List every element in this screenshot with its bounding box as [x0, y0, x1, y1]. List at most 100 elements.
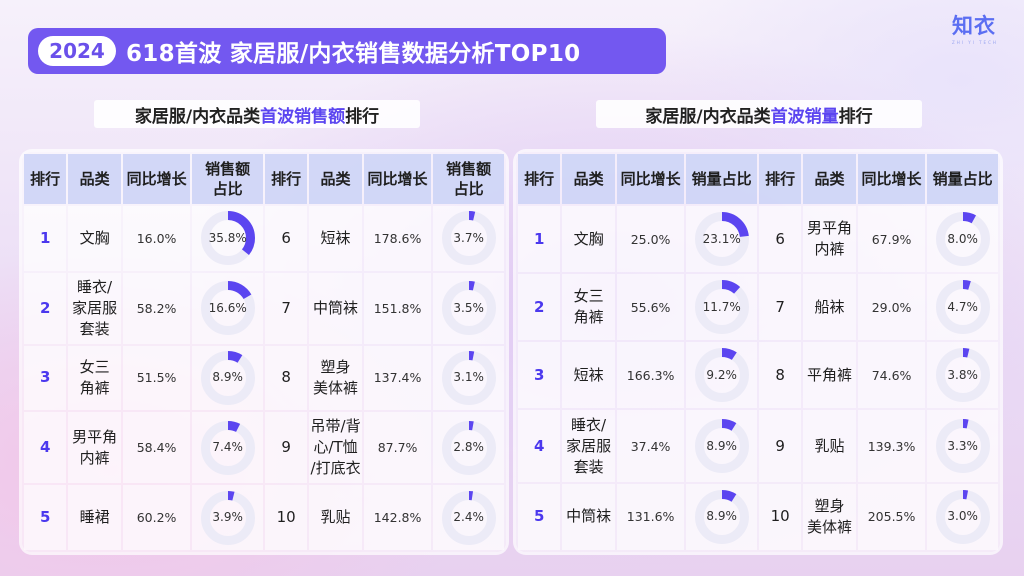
category-cell: 短袜 [309, 206, 362, 271]
category-cell: 乳贴 [803, 410, 856, 482]
category-cell: 塑身 美体裤 [309, 345, 362, 411]
volume-rank-9-donut-arc [935, 419, 990, 474]
volume-rank-7-share-label: 4.7% [947, 299, 978, 314]
rank-cell: 6 [264, 206, 308, 271]
sales-rank-5-donut: 3.9% [199, 489, 257, 547]
sales-rank-2-donut-arc [200, 281, 255, 336]
table-header-row: 排行 品类 同比增长 销量占比 排行 品类 同比增长 销量占比 [518, 154, 998, 204]
sales-rank-7-share-label: 3.5% [453, 300, 484, 315]
yoy-growth-cell: 58.4% [122, 412, 191, 483]
share-cell: 2.8% [433, 412, 504, 483]
column-header: 品类 [68, 154, 121, 204]
rank-cell: 10 [758, 483, 802, 550]
share-cell: 35.8% [192, 206, 263, 271]
volume-rank-9-donut-chart [935, 419, 990, 474]
yoy-growth-cell: 58.2% [122, 272, 191, 344]
volume-rank-5-donut-chart [694, 489, 749, 544]
rank-cell: 10 [264, 485, 308, 550]
column-header: 排行 [758, 154, 802, 204]
volume-rank-8-donut-chart [935, 348, 990, 403]
rank-cell: 4 [518, 410, 561, 482]
sales-rank-2-donut: 16.6% [199, 279, 257, 337]
table-row: 5 睡裙 60.2% 3.9% 10 乳贴 142.8% 2.4% [24, 485, 504, 550]
share-cell: 3.7% [433, 206, 504, 271]
rank-cell: 8 [264, 345, 308, 411]
sales-rank-4-donut-arc [200, 420, 255, 475]
rank-cell: 8 [758, 342, 802, 409]
sales-rank-8-share-label: 3.1% [453, 370, 484, 385]
volume-rank-1-donut: 23.1% [693, 210, 751, 268]
rank-cell: 5 [24, 485, 67, 550]
volume-rank-2-share-label: 11.7% [702, 299, 741, 314]
share-cell: 2.4% [433, 485, 504, 550]
share-cell: 8.9% [192, 345, 263, 411]
volume-rank-6-donut: 8.0% [934, 210, 992, 268]
rank-cell: 3 [24, 345, 67, 411]
volume-rank-3-donut-chart [694, 348, 749, 403]
category-cell: 睡裙 [68, 485, 121, 550]
sales-rank-3-share-label: 8.9% [212, 370, 243, 385]
volume-rank-9-donut: 3.3% [934, 417, 992, 475]
volume-rank-9-share-label: 3.3% [947, 438, 978, 453]
sales-rank-2-donut-chart [200, 281, 255, 336]
table-row: 3 短袜 166.3% 9.2% 8 平角裤 74.6% 3.8% [518, 342, 998, 409]
column-header: 销售额 占比 [192, 154, 263, 204]
volume-rank-10-donut: 3.0% [934, 488, 992, 546]
volume-table-title: 家居服/内衣品类 首波销量 排行 [596, 100, 922, 128]
share-cell: 11.7% [686, 274, 757, 341]
share-cell: 23.1% [686, 206, 757, 273]
volume-rank-4-donut-chart [694, 419, 749, 474]
sales-rank-1-share-label: 35.8% [208, 230, 247, 245]
yoy-growth-cell: 37.4% [616, 410, 685, 482]
logo-subtext: ZHI YI TECH [952, 40, 998, 45]
sales-rank-8-donut-arc [441, 350, 496, 405]
sales-rank-6-share-label: 3.7% [453, 230, 484, 245]
volume-ranking-table: 排行 品类 同比增长 销量占比 排行 品类 同比增长 销量占比 1 文胸 25.0% 23.1% 6 男平… [516, 152, 1000, 552]
volume-title-highlight: 首波销量 [770, 106, 839, 127]
volume-rank-7-donut-chart [935, 280, 990, 335]
volume-title-suffix: 排行 [838, 106, 873, 127]
title-banner: 2024 618首波 家居服/内衣销售数据分析TOP10 [28, 28, 666, 74]
table-row: 4 男平角 内裤 58.4% 7.4% 9 吊带/背 心/T恤/打底衣 87.7% 2.8% [24, 412, 504, 483]
sales-rank-7-donut-arc [441, 281, 496, 336]
yoy-growth-cell: 74.6% [857, 342, 926, 409]
category-cell: 文胸 [562, 206, 615, 273]
rank-cell: 1 [518, 206, 561, 273]
yoy-growth-cell: 151.8% [363, 272, 432, 344]
sales-rank-1-donut-arc [200, 211, 255, 266]
sales-rank-6-donut: 3.7% [440, 209, 498, 267]
table-row: 4 睡衣/家居服 套装 37.4% 8.9% 9 乳贴 139.3% 3.3% [518, 410, 998, 482]
rank-cell: 7 [264, 272, 308, 344]
rank-cell: 2 [24, 272, 67, 344]
sales-ranking-panel: 排行 品类 同比增长 销售额 占比 排行 品类 同比增长 销售额 占比 1 文胸 16.0% 35.8% 6… [22, 152, 506, 552]
sales-rank-1-donut-chart [200, 211, 255, 266]
category-cell: 中筒袜 [562, 483, 615, 550]
volume-rank-3-share-label: 9.2% [706, 367, 737, 382]
table-row: 1 文胸 16.0% 35.8% 6 短袜 178.6% 3.7% [24, 206, 504, 271]
volume-rank-10-donut-chart [935, 489, 990, 544]
table-row: 3 女三 角裤 51.5% 8.9% 8 塑身 美体裤 137.4% 3.1% [24, 345, 504, 411]
sales-rank-9-share-label: 2.8% [453, 440, 484, 455]
sales-rank-1-donut: 35.8% [199, 209, 257, 267]
rank-cell: 1 [24, 206, 67, 271]
sales-rank-10-donut-arc [441, 490, 496, 545]
sales-rank-5-share-label: 3.9% [212, 510, 243, 524]
category-cell: 文胸 [68, 206, 121, 271]
volume-rank-7-donut: 4.7% [934, 278, 992, 336]
category-cell: 乳贴 [309, 485, 362, 550]
volume-rank-4-donut: 8.9% [693, 417, 751, 475]
volume-rank-10-donut-arc [935, 489, 990, 544]
page-title: 618首波 家居服/内衣销售数据分析TOP10 [126, 41, 581, 67]
volume-ranking-panel: 排行 品类 同比增长 销量占比 排行 品类 同比增长 销量占比 1 文胸 25.0% 23.1% 6 男平… [516, 152, 1000, 552]
volume-rank-1-share-label: 23.1% [702, 231, 741, 246]
yoy-growth-cell: 137.4% [363, 345, 432, 411]
yoy-growth-cell: 67.9% [857, 206, 926, 273]
column-header: 销量占比 [927, 154, 998, 204]
share-cell: 8.9% [686, 410, 757, 482]
share-cell: 3.0% [927, 483, 998, 550]
category-cell: 女三 角裤 [562, 274, 615, 341]
yoy-growth-cell: 55.6% [616, 274, 685, 341]
rank-cell: 4 [24, 412, 67, 483]
yoy-growth-cell: 142.8% [363, 485, 432, 550]
column-header: 同比增长 [616, 154, 685, 204]
